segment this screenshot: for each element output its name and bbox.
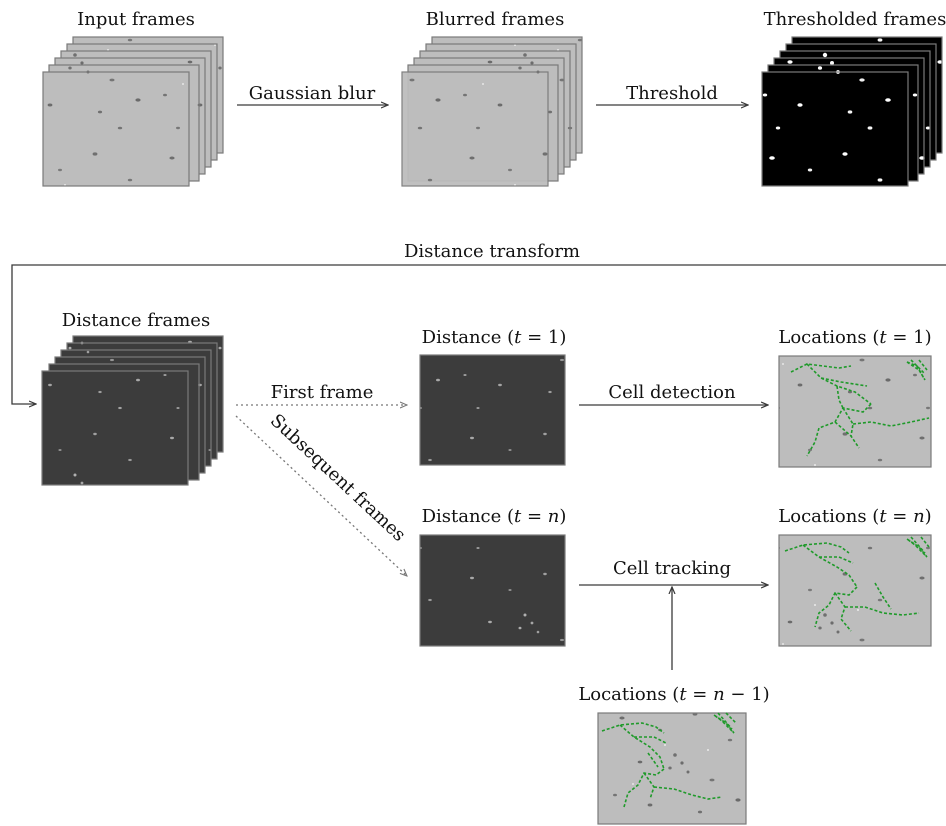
- distance-t1-image: [419, 354, 566, 466]
- locations-tn-image: [778, 534, 932, 647]
- distance-frames-label: Distance frames: [62, 310, 210, 331]
- cell-detection-label: Cell detection: [608, 382, 736, 403]
- locations-tn-label: Locations (t = n): [778, 506, 931, 527]
- cell-tracking-label: Cell tracking: [613, 558, 731, 579]
- locations-tn1-label: Locations (t = n − 1): [578, 684, 769, 705]
- thresholded-frames-stack: [761, 36, 943, 187]
- distance-frames-stack: [41, 335, 224, 486]
- subsequent-frames-arrow: [235, 415, 407, 576]
- first-frame-label: First frame: [271, 382, 374, 403]
- subsequent-frames-label: Subsequent frames: [266, 410, 409, 546]
- gaussian-blur-label: Gaussian blur: [249, 83, 376, 104]
- distance-t1-label: Distance (t = 1): [422, 327, 567, 348]
- threshold-label: Threshold: [626, 83, 718, 104]
- distance-tn-image: [419, 534, 566, 647]
- distance-transform-arrow: [11, 264, 946, 404]
- input-frames-stack: [42, 36, 224, 187]
- distance-tn-label: Distance (t = n): [422, 506, 567, 527]
- distance-transform-label: Distance transform: [404, 241, 580, 262]
- thresholded-frames-label: Thresholded frames: [764, 9, 946, 30]
- locations-tn1-image: [597, 712, 747, 825]
- locations-t1-image: [778, 355, 932, 468]
- blurred-frames-stack: [401, 36, 583, 187]
- blurred-frames-label: Blurred frames: [426, 9, 565, 30]
- input-frames-label: Input frames: [77, 9, 195, 30]
- locations-t1-label: Locations (t = 1): [778, 327, 931, 348]
